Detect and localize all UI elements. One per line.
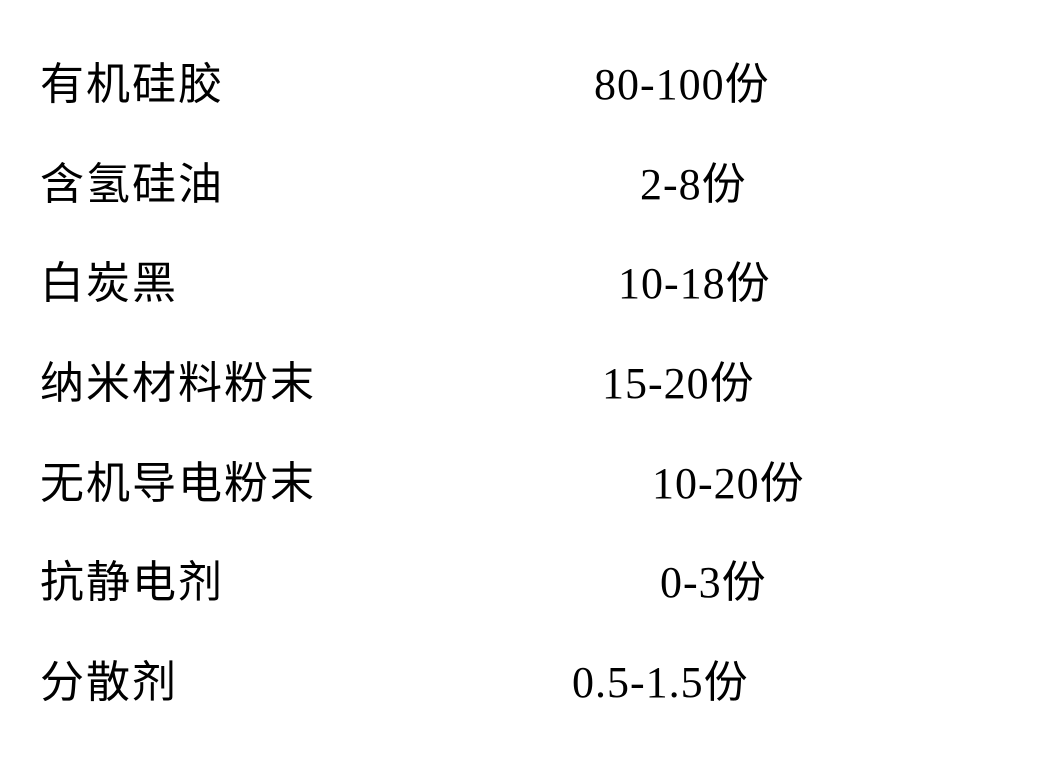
ingredient-name: 抗静电剂 (40, 546, 224, 610)
ingredient-quantity: 0.5-1.5份 (572, 646, 749, 710)
ingredient-row: 纳米材料粉末 15-20份 (40, 347, 1024, 411)
ingredients-list: 有机硅胶 80-100份 含氢硅油 2-8份 白炭黑 10-18份 纳米材料粉末… (40, 30, 1024, 728)
ingredient-name: 有机硅胶 (40, 48, 224, 112)
ingredient-quantity: 0-3份 (660, 546, 767, 610)
ingredient-quantity: 10-20份 (652, 447, 805, 511)
ingredient-quantity: 10-18份 (618, 247, 771, 311)
ingredient-name: 无机导电粉末 (40, 447, 316, 511)
ingredient-row: 含氢硅油 2-8份 (40, 148, 1024, 212)
ingredient-row: 无机导电粉末 10-20份 (40, 447, 1024, 511)
ingredient-name: 分散剂 (40, 646, 178, 710)
ingredient-name: 白炭黑 (40, 247, 178, 311)
ingredient-row: 分散剂 0.5-1.5份 (40, 646, 1024, 710)
ingredient-row: 白炭黑 10-18份 (40, 247, 1024, 311)
ingredient-quantity: 80-100份 (594, 48, 770, 112)
ingredient-quantity: 15-20份 (602, 347, 755, 411)
ingredient-quantity: 2-8份 (640, 148, 747, 212)
ingredient-row: 有机硅胶 80-100份 (40, 48, 1024, 112)
ingredient-name: 含氢硅油 (40, 148, 224, 212)
ingredient-row: 抗静电剂 0-3份 (40, 546, 1024, 610)
ingredient-name: 纳米材料粉末 (40, 347, 316, 411)
